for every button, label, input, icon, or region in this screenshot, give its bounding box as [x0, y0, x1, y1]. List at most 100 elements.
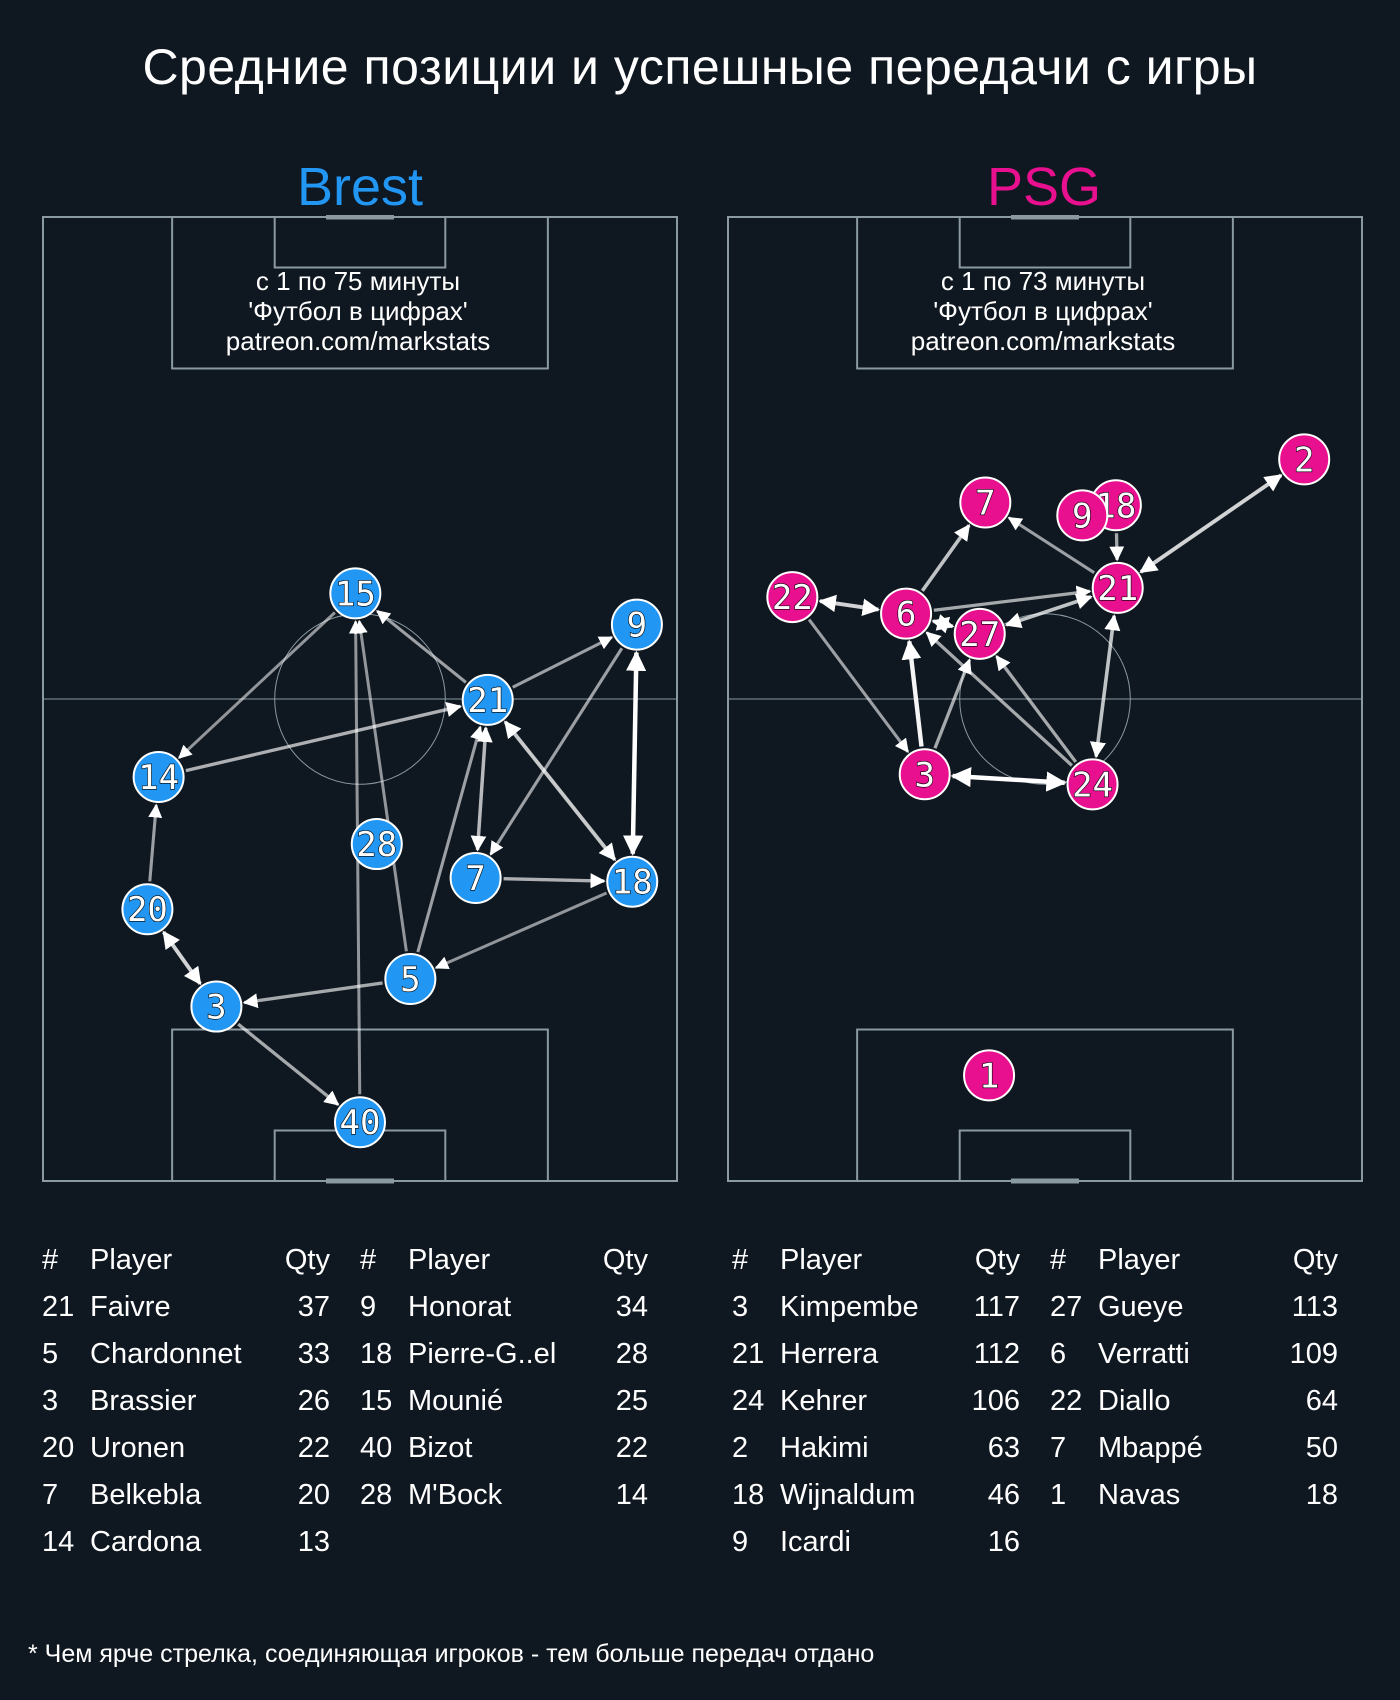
pass-arrows	[807, 473, 1283, 792]
pass-arrow-18-21	[1109, 533, 1125, 562]
cell-player: Honorat	[408, 1291, 512, 1323]
pass-arrow-20-3	[162, 930, 202, 986]
goal-box-top	[273, 216, 447, 269]
player-number-label: 6	[896, 595, 916, 635]
player-number-label: 14	[138, 758, 179, 798]
cell-num: 7	[42, 1479, 59, 1511]
player-marker-2: 2	[1278, 433, 1331, 486]
cell-num: 22	[1050, 1385, 1083, 1417]
pass-arrow-24-27	[995, 655, 1078, 763]
cell-player: Kehrer	[780, 1385, 868, 1417]
pass-arrow-18-5	[434, 891, 608, 970]
cell-player: Faivre	[90, 1291, 171, 1323]
pass-arrow-7-18	[503, 873, 606, 889]
cell-qty: 18	[1305, 1479, 1338, 1511]
pass-arrow-3-40	[237, 1022, 340, 1106]
pitch-lines	[727, 215, 1363, 1184]
cell-qty: 63	[987, 1432, 1020, 1464]
cell-player: Uronen	[90, 1432, 186, 1464]
player-marker-27: 27	[953, 607, 1006, 660]
info-url: patreon.com/markstats	[225, 326, 491, 356]
pass-arrow-15-14	[178, 611, 336, 760]
cell-qty: 64	[1305, 1385, 1338, 1417]
pitch-lines	[42, 215, 678, 1184]
player-number-label: 1	[979, 1056, 999, 1096]
pass-arrow-21-9	[512, 635, 614, 689]
cell-qty: 33	[297, 1338, 330, 1370]
player-number-label: 3	[206, 988, 226, 1028]
cell-player: Herrera	[780, 1338, 879, 1370]
cell-qty: 37	[297, 1291, 330, 1323]
cell-player: Mbappé	[1098, 1432, 1203, 1464]
player-circle	[1091, 561, 1144, 614]
table-row: 28 M'Bock 14	[360, 1472, 648, 1519]
player-circle	[1278, 433, 1331, 486]
roster-table-brest-2: # Player Qty 9 Honorat 34 18 Pierre-G..el 28 15 Mo…	[360, 1237, 648, 1519]
player-number-label: 40	[340, 1103, 381, 1143]
cell-num: 40	[360, 1432, 393, 1464]
player-marker-21: 21	[1091, 561, 1144, 614]
pass-arrow-5-21	[416, 725, 484, 953]
cell-num: 1	[1050, 1479, 1067, 1511]
pass-arrow-22-6	[818, 594, 881, 617]
player-number-label: 20	[127, 890, 168, 930]
player-number-label: 24	[1072, 765, 1113, 805]
info-source: 'Футбол в цифрах'	[248, 296, 468, 326]
cell-num: 7	[1050, 1432, 1067, 1464]
player-marker-1: 1	[963, 1049, 1016, 1102]
player-marker-9: 9	[1056, 489, 1109, 542]
player-circle	[963, 1049, 1016, 1102]
header-num: #	[732, 1244, 749, 1276]
player-marker-14: 14	[132, 751, 185, 804]
cell-num: 5	[42, 1338, 59, 1370]
roster-table-psg-1: # Player Qty 3 Kimpembe 117 21 Herrera 112 24 Kehr…	[732, 1237, 1020, 1566]
cell-qty: 28	[615, 1338, 648, 1370]
player-number-label: 5	[400, 960, 420, 1000]
header-qty: Qty	[284, 1244, 330, 1276]
player-marker-18: 18	[606, 855, 659, 908]
cell-num: 20	[42, 1432, 75, 1464]
cell-qty: 112	[973, 1338, 1020, 1370]
info-time-range: с 1 по 73 минуты	[940, 266, 1146, 296]
team-name-brest: Brest	[296, 157, 424, 217]
header-player: Player	[408, 1244, 491, 1276]
cell-qty: 46	[987, 1479, 1020, 1511]
cell-num: 9	[360, 1291, 377, 1323]
pitch-brest: 15 21 9 14 28 7 18 20 5 3 40	[42, 215, 678, 1184]
cell-num: 3	[42, 1385, 59, 1417]
cell-qty: 34	[615, 1291, 648, 1323]
player-number-label: 18	[612, 863, 653, 903]
cell-player: Bizot	[408, 1432, 473, 1464]
table-row: 5 Chardonnet 33	[42, 1331, 330, 1378]
header-num: #	[360, 1244, 377, 1276]
player-number-label: 21	[467, 681, 508, 721]
cell-player: Wijnaldum	[780, 1479, 916, 1511]
player-circle	[898, 748, 951, 801]
pass-arrow-21-15	[376, 609, 467, 684]
player-number-label: 9	[1072, 496, 1092, 536]
pass-arrow-5-3	[242, 981, 383, 1009]
cell-player: Mounié	[408, 1385, 504, 1417]
table-row: 21 Faivre 37	[42, 1284, 330, 1331]
player-circle	[953, 607, 1006, 660]
cell-num: 15	[360, 1385, 393, 1417]
cell-num: 24	[732, 1385, 765, 1417]
player-circle	[606, 855, 659, 908]
player-marker-5: 5	[384, 953, 437, 1006]
table-row: 3 Brassier 26	[42, 1378, 330, 1425]
pass-arrow-9-7	[489, 647, 624, 856]
table-row: 2 Hakimi 63	[732, 1425, 1020, 1472]
cell-player: Cardona	[90, 1526, 202, 1558]
cell-qty: 117	[973, 1291, 1020, 1323]
cell-player: Brassier	[90, 1385, 197, 1417]
player-circle	[384, 953, 437, 1006]
table-row: 7 Belkebla 20	[42, 1472, 330, 1519]
pass-arrow-21-18	[503, 720, 617, 862]
cell-player: Pierre-G..el	[408, 1338, 557, 1370]
cell-player: Kimpembe	[780, 1291, 919, 1323]
pass-arrow-14-21	[185, 701, 462, 773]
cell-player: Gueye	[1098, 1291, 1184, 1323]
table-row: 6 Verratti 109	[1050, 1331, 1338, 1378]
